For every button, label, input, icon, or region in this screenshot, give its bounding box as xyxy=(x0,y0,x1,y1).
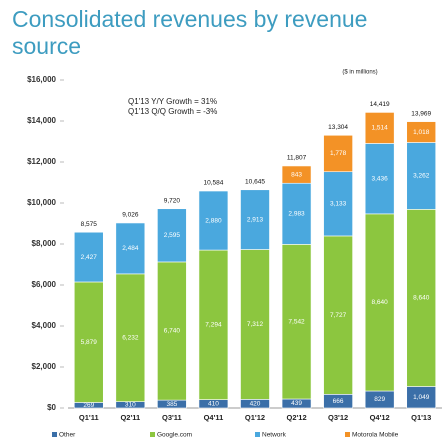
value-label: 3,262 xyxy=(413,173,430,180)
y-tick-label: $6,000 xyxy=(32,280,57,289)
y-tick-label: $0 xyxy=(47,403,56,412)
value-label: 3,133 xyxy=(330,201,347,208)
y-tick-label: $14,000 xyxy=(27,116,56,125)
value-label: 439 xyxy=(291,400,302,407)
x-tick-label: Q1'13 xyxy=(411,413,431,422)
value-label: 269 xyxy=(83,402,94,409)
value-label: 420 xyxy=(250,400,261,407)
bar-segment xyxy=(406,142,437,210)
total-label: 14,419 xyxy=(370,101,390,108)
total-label: 10,584 xyxy=(203,180,223,187)
value-label: 7,294 xyxy=(205,322,222,329)
legend-label: Other xyxy=(59,432,76,439)
bar-segment xyxy=(240,249,270,400)
value-label: 843 xyxy=(291,171,302,178)
x-tick-label: Q1'12 xyxy=(245,413,265,422)
y-tick-label: $10,000 xyxy=(27,198,56,207)
bar-segment xyxy=(281,182,312,245)
y-tick-label: $2,000 xyxy=(32,362,57,371)
total-label: 9,720 xyxy=(164,197,181,204)
value-label: 2,983 xyxy=(288,211,305,218)
y-tick-label: $12,000 xyxy=(27,157,56,166)
value-label: 666 xyxy=(333,398,344,405)
value-label: 385 xyxy=(166,401,177,408)
bar-segment xyxy=(406,121,437,143)
total-label: 10,645 xyxy=(245,178,265,185)
value-label: 2,427 xyxy=(81,254,98,261)
value-label: 310 xyxy=(125,402,136,409)
value-label: 2,595 xyxy=(164,232,181,239)
y-tick-label: $16,000 xyxy=(27,75,56,84)
bar-segment xyxy=(115,273,146,402)
x-tick-label: Q2'12 xyxy=(286,413,306,422)
bar-segment xyxy=(198,249,229,400)
x-tick-label: Q3'11 xyxy=(162,413,182,422)
value-label: 1,049 xyxy=(413,394,430,401)
legend-label: Network xyxy=(262,432,287,439)
total-label: 8,575 xyxy=(81,221,98,228)
total-label: 13,969 xyxy=(411,110,431,117)
x-tick-label: Q2'11 xyxy=(120,413,140,422)
bar-segment xyxy=(281,165,312,184)
legend-swatch xyxy=(255,432,260,437)
value-label: 3,436 xyxy=(372,175,389,182)
chart-title: Consolidated revenues by revenue source xyxy=(12,6,368,59)
value-label: 2,484 xyxy=(122,245,139,252)
total-label: 11,807 xyxy=(287,155,307,162)
legend-swatch xyxy=(345,432,350,437)
bar-segment xyxy=(115,222,146,275)
x-tick-label: Q4'12 xyxy=(370,413,390,422)
legend-label: Motorola Mobile xyxy=(352,432,399,439)
x-tick-label: Q1'11 xyxy=(79,413,99,422)
value-label: 829 xyxy=(374,396,385,403)
total-label: 9,026 xyxy=(122,212,139,219)
bar-segment xyxy=(198,190,229,251)
value-label: 1,018 xyxy=(413,129,430,136)
value-label: 8,640 xyxy=(413,295,430,302)
bar-segment xyxy=(323,235,353,395)
bar-segment xyxy=(281,244,312,400)
legend-label: Google.com xyxy=(157,432,192,439)
value-label: 7,727 xyxy=(330,312,347,319)
value-label: 1,778 xyxy=(330,150,347,157)
value-label: 6,740 xyxy=(164,328,181,335)
value-label: 8,640 xyxy=(372,299,389,306)
value-label: 5,879 xyxy=(81,339,98,346)
bar-segment xyxy=(157,261,187,401)
bar-segment xyxy=(364,112,395,144)
bar-segment xyxy=(73,281,104,403)
bar-segment xyxy=(157,208,187,263)
total-label: 13,304 xyxy=(328,124,348,131)
value-label: 6,232 xyxy=(122,334,139,341)
y-tick-label: $8,000 xyxy=(32,239,57,248)
bar-segment xyxy=(323,171,353,237)
y-tick-label: $4,000 xyxy=(32,321,57,330)
annotation: ($ in millions) xyxy=(342,70,377,76)
value-label: 410 xyxy=(208,401,219,408)
x-tick-label: Q4'11 xyxy=(204,413,224,422)
annotation: Q1'13 Y/Y Growth = 31% xyxy=(128,97,217,106)
bar-segment xyxy=(364,213,395,392)
bar-segment xyxy=(364,143,395,215)
bar-segment xyxy=(323,134,353,173)
value-label: 2,913 xyxy=(247,216,264,223)
x-tick-label: Q3'12 xyxy=(328,413,348,422)
legend-swatch xyxy=(150,432,155,437)
value-label: 1,514 xyxy=(372,125,389,132)
bar-segment xyxy=(73,231,104,283)
bar-segment xyxy=(240,189,270,250)
legend-swatch xyxy=(52,432,57,437)
value-label: 2,880 xyxy=(205,217,222,224)
value-label: 7,542 xyxy=(288,318,305,325)
value-label: 7,312 xyxy=(247,321,264,328)
bar-segment xyxy=(406,209,437,387)
annotation: Q1'13 Q/Q Growth = -3% xyxy=(128,107,217,116)
